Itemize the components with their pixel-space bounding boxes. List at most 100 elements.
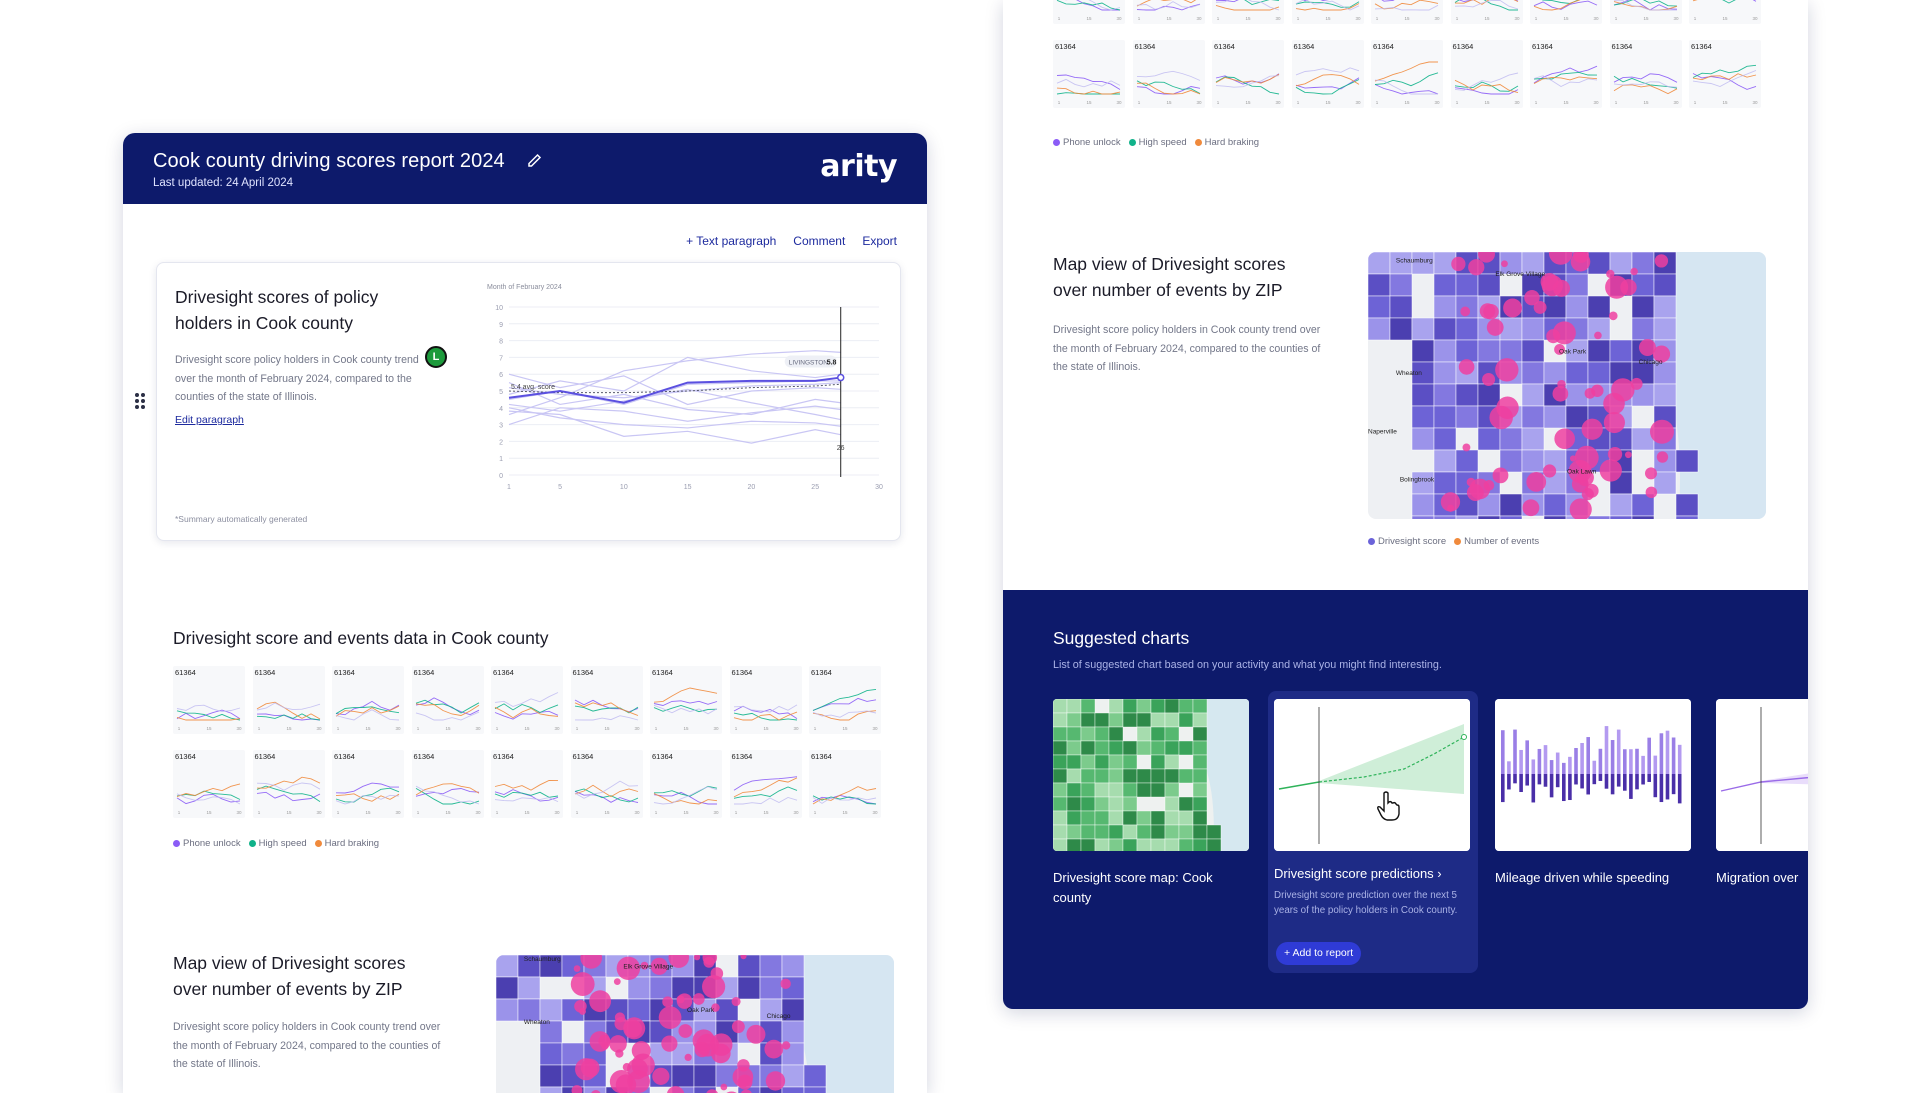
mini-tick-label: 30 [316,810,322,815]
bar-down [1617,774,1621,787]
zip-region [1456,318,1478,340]
zip-region [1676,494,1698,516]
legend-item: Hard braking [315,838,379,849]
mini-tick-label: 1 [814,810,817,815]
suggested-card[interactable]: Drivesight score map: Cook county [1053,699,1249,908]
zip-region [1654,472,1676,494]
zip-region [540,1043,562,1065]
event-bubble [1639,339,1656,356]
zip-region [1456,340,1478,362]
chart-card[interactable]: Drivesight scores of policy holders in C… [156,262,901,541]
mini-series-line [416,786,479,804]
event-bubble [652,1068,669,1085]
mini-tick-label: 15 [1563,100,1569,105]
suggested-card[interactable]: Drivesight score predictions › Drivesigh… [1274,699,1470,918]
event-bubble [746,1025,765,1044]
bar-down [1507,774,1511,789]
mini-tick-label: 1 [1376,100,1379,105]
drag-handle-icon[interactable] [133,391,147,411]
add-text-paragraph-button[interactable]: + Text paragraph [686,234,776,248]
zip-region [1123,839,1137,851]
thumb-background [1716,699,1808,851]
event-bubble [1546,329,1560,343]
mini-tick-label: 15 [1245,16,1251,21]
suggested-card[interactable]: Mileage driven while speeding [1495,699,1691,888]
zip-region [1151,825,1165,839]
add-to-report-button[interactable]: + Add to report [1276,942,1361,965]
mini-series-line [734,706,797,718]
report-preview-panel: 6136411530613641153061364115306136411530… [1003,0,1808,1009]
mini-tick-label: 30 [1673,100,1679,105]
zip-region [1478,340,1500,362]
pencil-icon[interactable] [525,151,545,171]
zip-region [540,999,562,1021]
zip-region [1193,755,1207,769]
event-bubble [1484,480,1495,491]
zip-region [1067,839,1081,851]
zip-region [1137,727,1151,741]
mini-chart-zip: 61364 [573,752,594,761]
zip-region [1434,274,1456,296]
migration-chart-thumbnail [1716,699,1808,851]
mini-tick-label: 30 [1434,100,1440,105]
mini-chart-zip: 61364 [811,668,832,677]
mini-chart-zip: 61364 [811,752,832,761]
last-updated: Last updated: 24 April 2024 [153,177,293,189]
bar-up [1586,737,1590,774]
mini-chart-zip: 61364 [414,668,435,677]
mini-tick-label: 15 [763,726,769,731]
bar-up [1501,730,1505,774]
suggested-card[interactable]: Migration over [1716,699,1808,888]
comment-button[interactable]: Comment [793,234,845,248]
event-bubble [732,1020,745,1033]
zip-region [1165,713,1179,727]
suggested-charts-section: Suggested charts List of suggested chart… [1003,590,1808,1009]
bar-down [1544,774,1548,787]
edit-paragraph-link[interactable]: Edit paragraph [175,414,244,426]
collaborator-avatar[interactable]: L [425,346,447,368]
export-button[interactable]: Export [862,234,897,248]
zip-region [1123,811,1137,825]
bar-down [1623,774,1627,791]
